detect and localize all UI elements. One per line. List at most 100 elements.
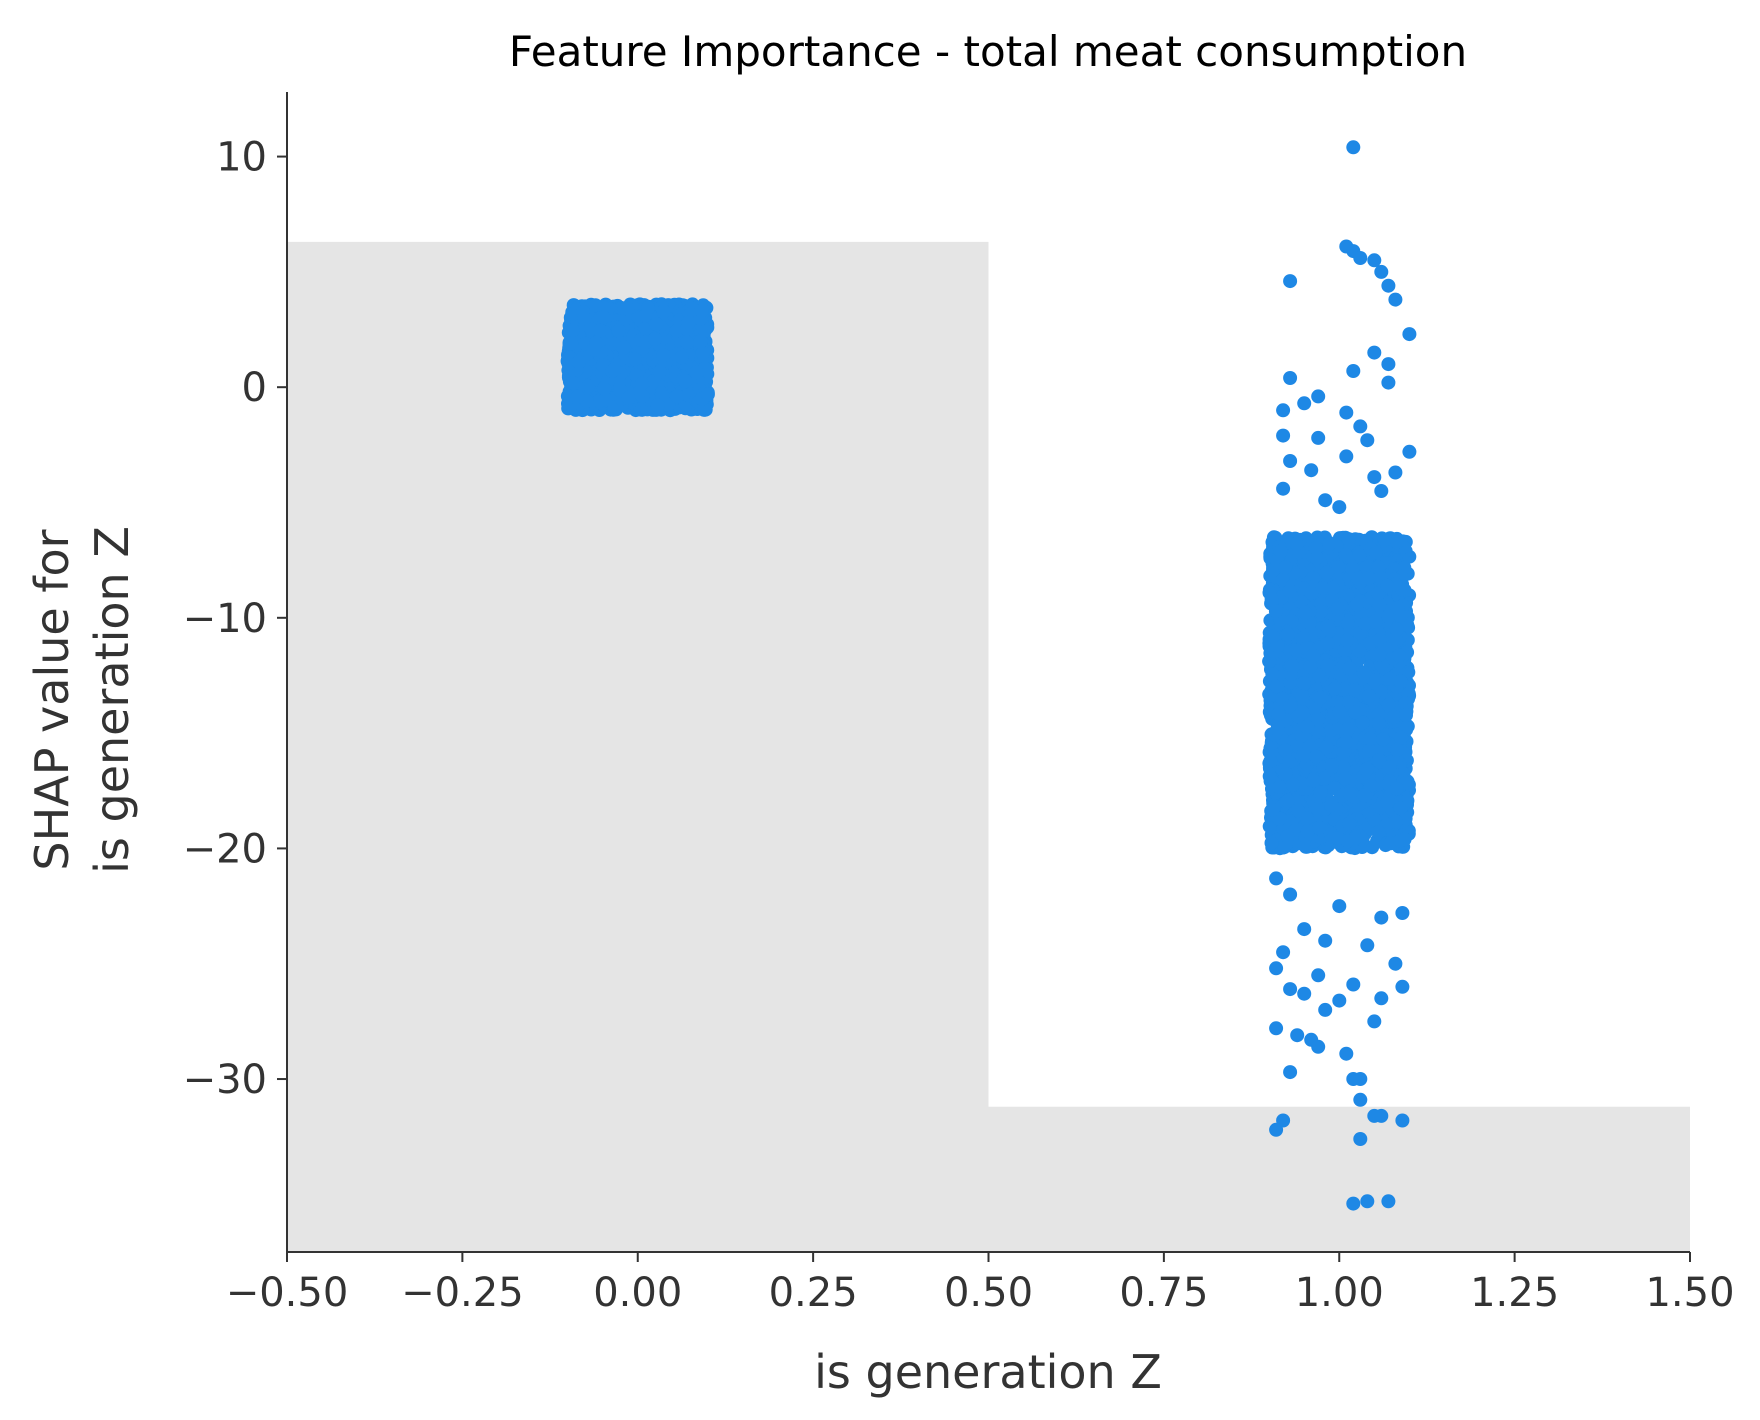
data-point xyxy=(1330,601,1345,616)
data-point xyxy=(620,301,635,316)
data-point xyxy=(1278,743,1293,758)
data-point xyxy=(1340,722,1355,736)
data-point xyxy=(1311,968,1326,983)
data-point xyxy=(1318,933,1333,948)
data-point xyxy=(1311,430,1326,445)
data-point xyxy=(1290,1028,1305,1043)
data-point xyxy=(1295,705,1310,720)
data-point xyxy=(1353,1072,1368,1086)
x-tick-label: 1.50 xyxy=(1645,1270,1734,1316)
data-point xyxy=(1318,493,1333,508)
data-point xyxy=(1265,667,1280,682)
data-point xyxy=(1289,536,1304,551)
data-point xyxy=(1309,749,1323,764)
data-point xyxy=(1262,819,1277,834)
data-point xyxy=(694,303,709,318)
data-point xyxy=(1263,753,1278,768)
data-point xyxy=(1359,762,1374,777)
data-point xyxy=(1352,548,1367,563)
data-point xyxy=(1376,732,1390,747)
data-point xyxy=(1332,500,1347,515)
data-point xyxy=(1321,622,1336,636)
data-point xyxy=(1313,785,1328,800)
data-point xyxy=(1336,759,1351,774)
x-axis-title: is generation Z xyxy=(814,1345,1162,1399)
data-point xyxy=(1265,802,1280,817)
x-tick-label: 0.75 xyxy=(1119,1270,1208,1316)
data-point xyxy=(680,335,694,350)
data-point xyxy=(1353,1132,1368,1146)
data-point xyxy=(1367,470,1382,485)
data-point xyxy=(597,381,612,396)
data-point xyxy=(1381,609,1396,624)
data-point xyxy=(1346,1196,1361,1211)
data-point xyxy=(589,336,604,350)
data-point xyxy=(1276,403,1291,418)
data-point xyxy=(1348,705,1363,720)
data-point xyxy=(1269,961,1284,976)
data-points xyxy=(560,140,1417,1211)
data-point xyxy=(1268,604,1283,619)
y-tick-label: 0 xyxy=(242,365,267,411)
data-point xyxy=(621,390,636,405)
data-point xyxy=(1342,661,1357,676)
data-point xyxy=(1300,824,1315,839)
data-point xyxy=(1319,740,1334,755)
data-point xyxy=(1388,956,1403,971)
data-point xyxy=(1282,584,1297,598)
data-point xyxy=(1313,690,1328,705)
data-point xyxy=(1374,991,1389,1006)
data-point xyxy=(1298,605,1313,620)
data-point xyxy=(1276,428,1291,443)
data-point xyxy=(1269,1122,1284,1137)
data-point xyxy=(1388,814,1403,829)
data-point xyxy=(1283,274,1298,289)
data-point xyxy=(1283,887,1298,902)
data-point xyxy=(1388,465,1403,480)
data-point xyxy=(1340,615,1355,630)
x-tick-label: 1.25 xyxy=(1470,1270,1559,1316)
data-point xyxy=(1389,622,1404,637)
data-point xyxy=(1320,658,1335,673)
data-point xyxy=(1367,345,1382,360)
data-point xyxy=(1311,389,1326,404)
data-point xyxy=(1303,659,1318,674)
data-point xyxy=(1377,532,1392,547)
data-point xyxy=(607,362,622,377)
data-point xyxy=(1393,674,1408,689)
data-point xyxy=(1350,597,1365,612)
data-point xyxy=(1308,541,1323,555)
data-point xyxy=(1300,720,1315,734)
data-point xyxy=(1393,730,1408,745)
data-point xyxy=(674,350,689,365)
data-point xyxy=(1264,836,1279,850)
data-point xyxy=(649,317,664,332)
data-point xyxy=(693,334,708,349)
data-point xyxy=(1271,707,1286,722)
data-point xyxy=(1341,532,1356,547)
data-point xyxy=(1296,676,1311,691)
data-point xyxy=(1395,979,1410,994)
data-point xyxy=(1339,405,1354,420)
data-point xyxy=(695,346,710,361)
data-point xyxy=(1353,1092,1368,1107)
data-point xyxy=(598,392,613,407)
data-point xyxy=(1389,781,1404,796)
data-point xyxy=(1339,449,1354,464)
data-point xyxy=(1283,371,1298,385)
x-tick-label: 1.00 xyxy=(1295,1270,1384,1316)
data-point xyxy=(1346,977,1361,992)
data-point xyxy=(1304,463,1319,478)
data-point xyxy=(1390,534,1404,549)
data-point xyxy=(632,385,647,400)
data-point xyxy=(1395,906,1410,920)
data-point xyxy=(1371,825,1386,839)
data-point xyxy=(1381,357,1396,372)
data-point xyxy=(1324,758,1339,773)
data-point xyxy=(652,364,667,379)
data-point xyxy=(1276,481,1291,496)
data-point xyxy=(627,352,642,367)
data-point xyxy=(1276,945,1291,960)
data-point xyxy=(1269,871,1284,886)
data-point xyxy=(1368,545,1383,560)
